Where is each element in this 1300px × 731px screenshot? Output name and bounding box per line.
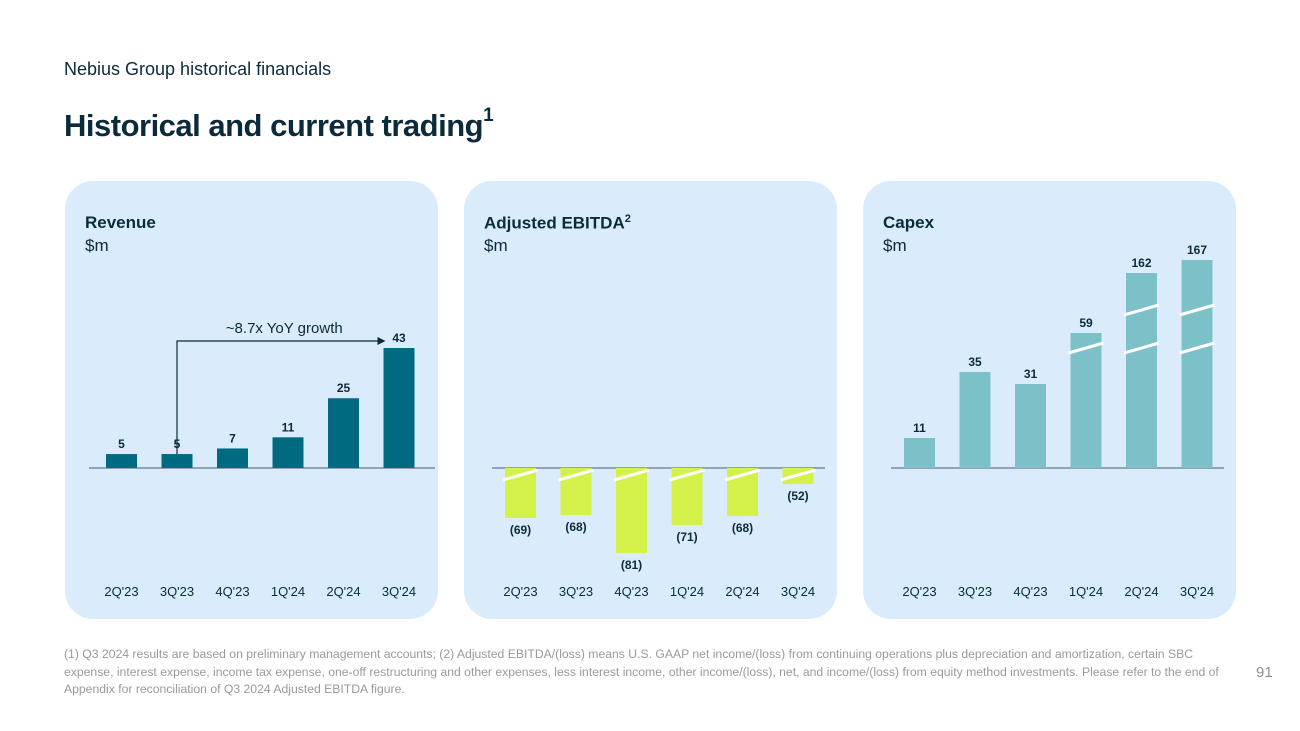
ebitda-chart-unit: $m bbox=[484, 236, 508, 255]
page-title: Historical and current trading1 bbox=[64, 104, 494, 144]
footnote: (1) Q3 2024 results are based on prelimi… bbox=[64, 647, 1219, 696]
ebitda-data-label: (68) bbox=[732, 521, 753, 535]
ebitda-chart-card: Adjusted EBITDA2 $m (69) 2Q'23 (68) 3Q'23 (8… bbox=[464, 181, 837, 619]
revenue-growth-arrow-head bbox=[377, 337, 386, 345]
capex-chart-title: Capex bbox=[883, 213, 934, 233]
ebitda-category-label: 2Q'24 bbox=[725, 584, 759, 599]
ebitda-category-label: 1Q'24 bbox=[670, 584, 704, 599]
revenue-bar bbox=[383, 348, 415, 468]
ebitda-data-label: (69) bbox=[510, 523, 531, 537]
ebitda-data-label: (81) bbox=[621, 558, 642, 572]
revenue-data-label: 5 bbox=[118, 437, 125, 451]
revenue-chart-card: Revenue $m 5 2Q'23 5 3Q'23 7 4Q'23 11 1Q'24 25 2Q… bbox=[65, 181, 438, 619]
ebitda-bar bbox=[616, 468, 647, 553]
ebitda-data-label: (71) bbox=[676, 530, 697, 544]
revenue-growth-annotation: ~8.7x YoY growth bbox=[226, 320, 343, 337]
ebitda-axis-break-mark bbox=[613, 468, 650, 482]
ebitda-chart: (69) 2Q'23 (68) 3Q'23 (81) 4Q'23 (71) 1Q'24 (68)… bbox=[492, 467, 825, 599]
revenue-data-label: 11 bbox=[282, 420, 295, 434]
revenue-category-label: 2Q'23 bbox=[104, 584, 138, 599]
capex-category-label: 3Q'24 bbox=[1180, 584, 1214, 599]
capex-bar bbox=[959, 372, 991, 468]
capex-chart-unit: $m bbox=[883, 236, 907, 255]
revenue-bar bbox=[217, 448, 248, 468]
ebitda-category-label: 3Q'24 bbox=[781, 584, 815, 599]
capex-category-label: 2Q'24 bbox=[1124, 584, 1158, 599]
ebitda-axis-break-mark bbox=[669, 468, 705, 482]
revenue-bar bbox=[106, 454, 137, 468]
revenue-bar bbox=[272, 437, 304, 468]
capex-data-label: 162 bbox=[1131, 256, 1151, 270]
ebitda-category-label: 3Q'23 bbox=[559, 584, 593, 599]
capex-data-label: 59 bbox=[1079, 316, 1093, 330]
capex-category-label: 1Q'24 bbox=[1069, 584, 1103, 599]
ebitda-data-label: (68) bbox=[565, 520, 586, 534]
revenue-chart: 52Q'2353Q'2374Q'23111Q'24252Q'24433Q'24~… bbox=[89, 320, 435, 599]
capex-bar bbox=[1070, 333, 1102, 468]
capex-axis-break-mark bbox=[1179, 341, 1215, 355]
capex-chart-title-text: Capex bbox=[883, 213, 935, 232]
ebitda-category-label: 4Q'23 bbox=[614, 584, 648, 599]
capex-bar bbox=[904, 438, 935, 468]
capex-chart-card: Capex $m 11 2Q'23 35 3Q'23 31 4Q'23 59 1Q'24 162… bbox=[863, 181, 1236, 619]
page-number: 91 bbox=[1256, 664, 1273, 681]
capex-bar bbox=[1015, 384, 1046, 468]
revenue-category-label: 1Q'24 bbox=[271, 584, 305, 599]
revenue-data-label: 43 bbox=[392, 331, 406, 345]
capex-category-label: 2Q'23 bbox=[902, 584, 936, 599]
ebitda-axis-break-mark bbox=[502, 468, 539, 482]
ebitda-axis-break-mark bbox=[780, 468, 816, 482]
capex-data-label: 31 bbox=[1024, 367, 1038, 381]
capex-data-label: 167 bbox=[1187, 243, 1207, 257]
revenue-data-label: 25 bbox=[337, 381, 351, 395]
capex-chart: 11 2Q'23 35 3Q'23 31 4Q'23 59 1Q'24 162 2Q'24 167 3… bbox=[891, 243, 1224, 599]
capex-axis-break-mark bbox=[1179, 303, 1215, 317]
ebitda-chart-title: Adjusted EBITDA2 bbox=[484, 213, 631, 234]
page-title-footnote-ref: 1 bbox=[483, 104, 494, 126]
capex-axis-break-mark bbox=[1068, 341, 1104, 355]
ebitda-data-label: (52) bbox=[787, 489, 808, 503]
revenue-category-label: 4Q'23 bbox=[215, 584, 249, 599]
revenue-category-label: 3Q'24 bbox=[382, 584, 416, 599]
revenue-bar bbox=[328, 398, 359, 468]
capex-category-label: 4Q'23 bbox=[1013, 584, 1047, 599]
revenue-bar bbox=[161, 454, 193, 468]
capex-axis-break-mark bbox=[1123, 303, 1160, 317]
page-subtitle: Nebius Group historical financials bbox=[64, 59, 332, 79]
revenue-chart-unit: $m bbox=[85, 236, 109, 255]
capex-data-label: 11 bbox=[913, 421, 926, 435]
revenue-data-label: 7 bbox=[229, 431, 236, 445]
ebitda-chart-title-text: Adjusted EBITDA bbox=[484, 213, 625, 233]
revenue-category-label: 2Q'24 bbox=[326, 584, 360, 599]
ebitda-category-label: 2Q'23 bbox=[503, 584, 537, 599]
capex-bar bbox=[1126, 273, 1157, 468]
ebitda-axis-break-mark bbox=[724, 468, 761, 482]
ebitda-axis-break-mark bbox=[558, 468, 594, 482]
revenue-chart-title-text: Revenue bbox=[85, 213, 156, 232]
revenue-chart-title: Revenue bbox=[85, 213, 156, 233]
capex-data-label: 35 bbox=[968, 355, 982, 369]
revenue-category-label: 3Q'23 bbox=[160, 584, 194, 599]
capex-bar bbox=[1181, 260, 1213, 468]
page-title-text: Historical and current trading bbox=[64, 108, 484, 143]
capex-category-label: 3Q'23 bbox=[958, 584, 992, 599]
ebitda-chart-footnote-ref: 2 bbox=[624, 213, 631, 225]
capex-axis-break-mark bbox=[1123, 341, 1160, 355]
revenue-growth-arrow-line bbox=[176, 340, 379, 454]
